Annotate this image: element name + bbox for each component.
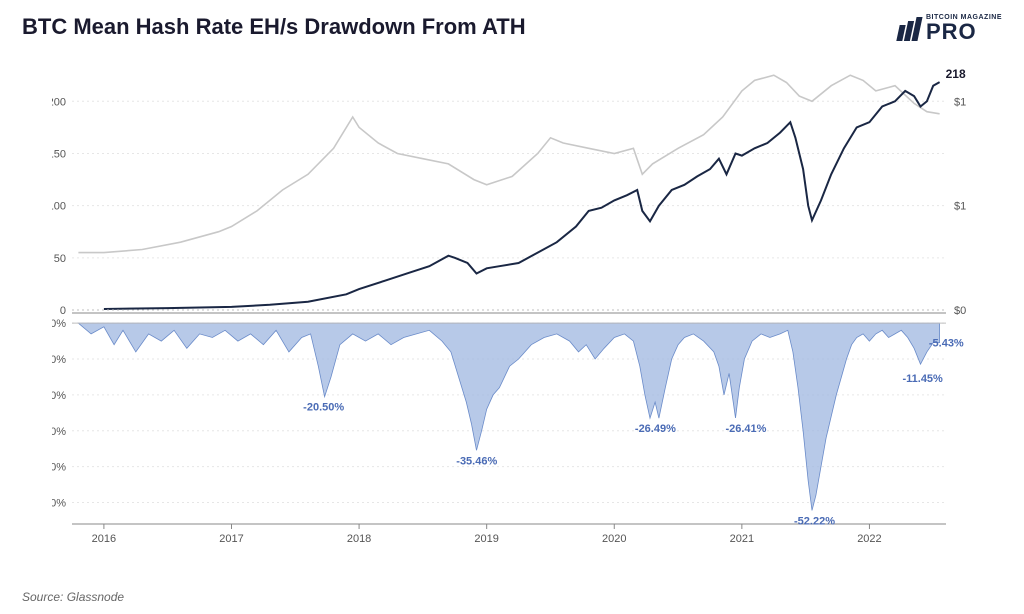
svg-text:100: 100 bbox=[52, 201, 66, 213]
svg-text:2021: 2021 bbox=[730, 533, 754, 545]
svg-text:0: 0 bbox=[60, 305, 66, 317]
svg-text:-26.49%: -26.49% bbox=[635, 423, 676, 435]
brand-logo: BITCOIN MAGAZINE PRO bbox=[898, 14, 1002, 43]
svg-text:200: 200 bbox=[52, 96, 66, 108]
svg-text:-40%: -40% bbox=[52, 462, 66, 474]
svg-text:-50%: -50% bbox=[52, 497, 66, 509]
svg-text:$10K: $10K bbox=[954, 96, 966, 108]
svg-text:2019: 2019 bbox=[474, 533, 498, 545]
chart-svg: 0 50 100 150 200 $0K $1K $10K 0% -10% -20% -30% -40%… bbox=[52, 60, 966, 554]
svg-text:$0K: $0K bbox=[954, 305, 966, 317]
svg-text:2018: 2018 bbox=[347, 533, 371, 545]
svg-text:-52.22%: -52.22% bbox=[794, 515, 835, 527]
svg-text:218.39: 218.39 bbox=[946, 67, 966, 81]
svg-text:50: 50 bbox=[54, 253, 66, 265]
svg-text:2017: 2017 bbox=[219, 533, 243, 545]
svg-text:-11.45%: -11.45% bbox=[902, 373, 943, 385]
svg-text:150: 150 bbox=[52, 148, 66, 160]
chart-container: 0 50 100 150 200 $0K $1K $10K 0% -10% -20% -30% -40%… bbox=[52, 60, 966, 554]
logo-main: PRO bbox=[926, 21, 1002, 43]
svg-text:-26.41%: -26.41% bbox=[725, 423, 766, 435]
svg-text:-20%: -20% bbox=[52, 390, 66, 402]
svg-text:0%: 0% bbox=[52, 318, 66, 330]
logo-bars-icon bbox=[898, 17, 920, 41]
svg-text:2020: 2020 bbox=[602, 533, 626, 545]
svg-text:2016: 2016 bbox=[92, 533, 116, 545]
source-attribution: Source: Glassnode bbox=[22, 590, 124, 604]
chart-title: BTC Mean Hash Rate EH/s Drawdown From AT… bbox=[22, 14, 526, 40]
svg-text:-30%: -30% bbox=[52, 426, 66, 438]
svg-text:2022: 2022 bbox=[857, 533, 881, 545]
svg-text:$1K: $1K bbox=[954, 201, 966, 213]
svg-text:-35.46%: -35.46% bbox=[456, 455, 497, 467]
svg-text:-10%: -10% bbox=[52, 354, 66, 366]
svg-text:-5.43%: -5.43% bbox=[929, 338, 964, 350]
svg-text:-20.50%: -20.50% bbox=[303, 402, 344, 414]
